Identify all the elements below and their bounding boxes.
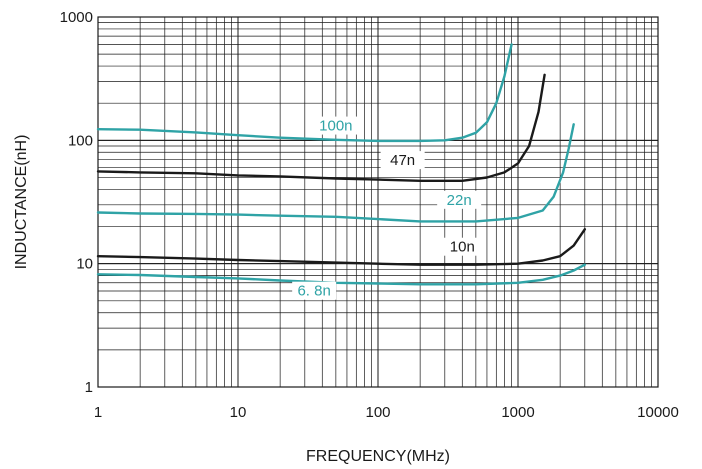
y-axis-ticks: 1 10 100 1000	[60, 9, 93, 396]
series-line-10n	[96, 228, 586, 266]
series-line-68n	[96, 263, 586, 286]
series-layer	[96, 43, 586, 286]
y-axis-title: INDUCTANCE(nH)	[13, 135, 30, 270]
series-line-22n	[96, 123, 575, 223]
y-tick-label: 1	[85, 379, 93, 396]
y-tick-label: 1000	[60, 9, 93, 26]
x-tick-label: 1	[94, 404, 102, 421]
series-label-background	[437, 190, 482, 209]
series-line-47n	[96, 73, 546, 182]
series-line-100n	[96, 43, 513, 143]
series-label-background	[313, 116, 358, 135]
series-label: 6. 8n	[297, 283, 330, 300]
plot-area-frame	[97, 16, 659, 388]
x-tick-label: 1000	[501, 404, 534, 421]
series-label: 47n	[390, 152, 415, 169]
grid	[97, 16, 659, 388]
x-tick-label: 10	[230, 404, 247, 421]
series-label: 100n	[319, 118, 352, 135]
series-label: 22n	[447, 192, 472, 209]
x-tick-label: 10000	[637, 404, 679, 421]
x-axis-title: FREQUENCY(MHz)	[306, 448, 450, 465]
series-label: 10n	[450, 239, 475, 256]
series-label-background	[440, 237, 485, 256]
y-tick-label: 100	[68, 132, 93, 149]
x-tick-label: 100	[365, 404, 390, 421]
series-label-background	[380, 151, 425, 170]
y-tick-label: 10	[76, 256, 93, 273]
x-axis-ticks: 1 10 100 1000 10000	[94, 404, 679, 421]
series-labels: 100n 47n 22n 10n 6. 8n	[292, 116, 485, 300]
series-label-background	[292, 281, 337, 300]
